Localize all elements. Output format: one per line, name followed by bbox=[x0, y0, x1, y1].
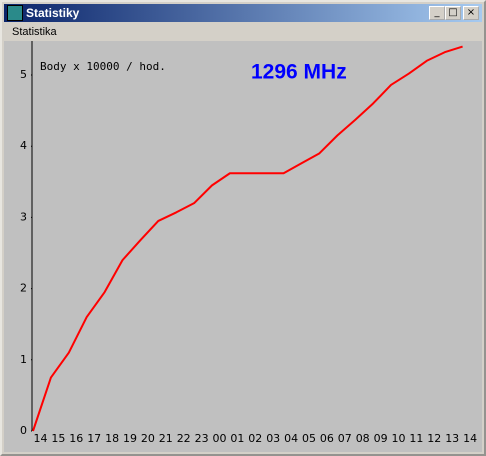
data-line bbox=[32, 45, 463, 432]
menu-bar: Statistika bbox=[4, 24, 482, 41]
x-tick-label: 21 bbox=[159, 432, 173, 445]
y-tick-label: 3 bbox=[20, 210, 27, 223]
x-tick-label: 09 bbox=[374, 432, 388, 445]
x-tick-label: 22 bbox=[177, 432, 191, 445]
x-tick-label: 08 bbox=[356, 432, 370, 445]
x-tick-label: 02 bbox=[248, 432, 262, 445]
app-icon bbox=[7, 5, 23, 21]
y-tick-label: 4 bbox=[20, 139, 27, 152]
y-tick-label: 0 bbox=[20, 424, 27, 437]
x-tick-label: 14 bbox=[34, 432, 48, 445]
x-tick-label: 03 bbox=[266, 432, 280, 445]
x-tick-label: 11 bbox=[409, 432, 423, 445]
close-button[interactable]: × bbox=[463, 6, 479, 20]
x-tick-label: 19 bbox=[123, 432, 137, 445]
x-tick-label: 00 bbox=[213, 432, 227, 445]
x-tick-label: 12 bbox=[427, 432, 441, 445]
y-tick-label: 5 bbox=[20, 68, 27, 81]
x-tick-label: 10 bbox=[392, 432, 406, 445]
minimize-button[interactable]: _ bbox=[429, 6, 445, 20]
x-tick-label: 14 bbox=[463, 432, 477, 445]
units-label: Body x 10000 / hod. bbox=[40, 60, 166, 73]
x-tick-label: 15 bbox=[51, 432, 65, 445]
x-tick-label: 06 bbox=[320, 432, 334, 445]
x-tick-label: 05 bbox=[302, 432, 316, 445]
x-tick-label: 23 bbox=[195, 432, 209, 445]
x-tick-label: 17 bbox=[87, 432, 101, 445]
x-tick-label: 04 bbox=[284, 432, 298, 445]
plot-background bbox=[4, 41, 482, 452]
x-tick-label: 16 bbox=[69, 432, 83, 445]
x-tick-label: 07 bbox=[338, 432, 352, 445]
x-tick-label: 13 bbox=[445, 432, 459, 445]
y-tick-label: 1 bbox=[20, 353, 27, 366]
window-title: Statistiky bbox=[26, 6, 80, 20]
frequency-label: 1296 MHz bbox=[251, 61, 347, 84]
y-tick-label: 2 bbox=[20, 282, 27, 295]
x-tick-label: 01 bbox=[230, 432, 244, 445]
title-bar: Statistiky _ □ × bbox=[4, 4, 482, 22]
x-tick-label: 20 bbox=[141, 432, 155, 445]
maximize-button[interactable]: □ bbox=[445, 6, 461, 20]
menu-item[interactable]: Statistika bbox=[12, 26, 57, 38]
x-tick-label: 18 bbox=[105, 432, 119, 445]
